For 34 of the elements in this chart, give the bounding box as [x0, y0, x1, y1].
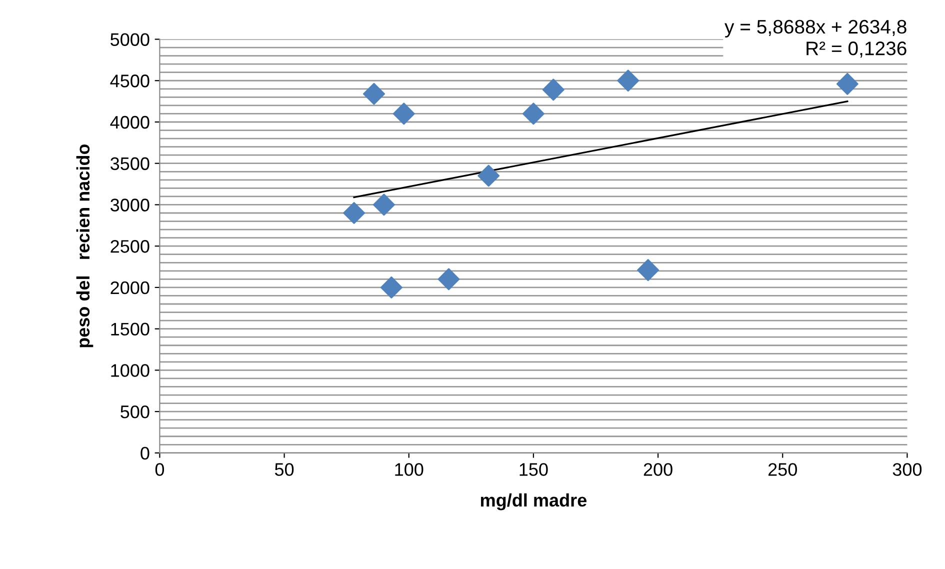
annotation: R² = 0,1236 — [806, 42, 906, 58]
point — [522, 102, 544, 125]
y-tick-label: 500 — [120, 405, 150, 418]
point — [362, 82, 385, 105]
point — [836, 72, 858, 95]
point — [617, 70, 640, 92]
point — [343, 202, 366, 224]
x-tick-label: 250 — [768, 463, 797, 476]
y-tick-label: 4500 — [110, 74, 150, 88]
y-tick-label: 1500 — [111, 322, 150, 336]
x-axis-title: mg/dl madre — [480, 493, 587, 510]
x-tick-label: 0 — [155, 463, 164, 476]
point — [380, 276, 402, 298]
x-tick-label: 300 — [892, 463, 922, 476]
x-tick-label: 200 — [644, 463, 672, 476]
point — [438, 268, 460, 290]
y-tick-label: 4000 — [110, 116, 150, 129]
y-tick-label: 3000 — [110, 198, 150, 212]
x-tick-label: 100 — [395, 463, 424, 476]
point — [637, 259, 660, 282]
y-axis-title: peso del recien nacido — [76, 144, 94, 348]
y-tick-label: 0 — [140, 446, 150, 460]
y-tick-label: 5000 — [110, 33, 150, 46]
y-tick-label: 2000 — [110, 281, 150, 294]
y-tick-label: 2500 — [110, 240, 150, 253]
point — [372, 194, 395, 216]
text: y = 5,8688x + 2634,8 — [724, 20, 906, 38]
point — [542, 78, 564, 101]
x-tick-label: 50 — [274, 463, 294, 476]
y-tick-label: 1000 — [111, 364, 150, 377]
x-tick-label: 150 — [520, 463, 548, 476]
point — [478, 164, 500, 187]
point — [392, 102, 415, 125]
y-tick-label: 3500 — [110, 157, 150, 170]
